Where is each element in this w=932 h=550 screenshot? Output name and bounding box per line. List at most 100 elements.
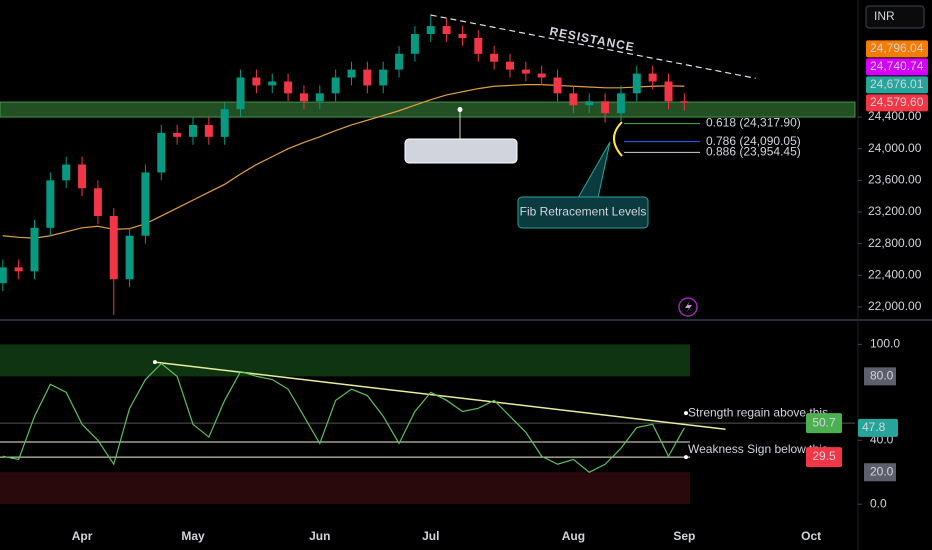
currency-box[interactable] (865, 5, 925, 29)
candle-body (109, 215, 118, 280)
rsi-band (0, 344, 690, 377)
y-tick-label: 22,800.00 (868, 236, 922, 250)
candle-body (204, 124, 213, 137)
y-tick-label: 24,400.00 (868, 109, 922, 123)
price-tag-label: 24,796.04 (870, 41, 924, 55)
candle-body (0, 267, 7, 284)
fib-label: 0.786 (24,090.05) (706, 134, 801, 148)
candle-body (442, 26, 451, 35)
rsi-band (0, 472, 690, 505)
candle-body (62, 164, 71, 181)
x-tick-label: Apr (72, 529, 93, 543)
candle-body (347, 69, 356, 78)
candle-body (284, 81, 293, 94)
alert-icon[interactable] (678, 297, 698, 317)
level-tag-label: 29.5 (812, 449, 836, 463)
candle-body (410, 34, 419, 54)
candle-body (236, 77, 245, 110)
candle-body (664, 81, 673, 102)
candle-body (458, 34, 467, 38)
y-tick-box (864, 463, 896, 482)
candle-body (521, 69, 530, 74)
current-tag-label: 47.8 (862, 420, 886, 434)
y-tick-label: 100.0 (870, 337, 900, 351)
level-annotation: Weakness Sign below this (688, 442, 828, 456)
candle-body (585, 101, 594, 106)
demand-zone (0, 101, 856, 118)
candle-body (490, 53, 499, 62)
x-tick-label: Aug (562, 529, 585, 543)
candle-body (363, 69, 372, 86)
candle-body (506, 61, 514, 70)
candle-body (30, 227, 39, 272)
x-tick-label: Oct (801, 529, 821, 543)
y-tick-label: 22,400.00 (868, 267, 922, 281)
candle-body (157, 132, 166, 173)
y-tick-label: 0.0 (870, 496, 887, 510)
candle-body (474, 37, 483, 54)
candle-body (173, 132, 182, 137)
fib-callout-text: Fib Retracement Levels (520, 205, 647, 219)
level-tag-label: 50.7 (812, 415, 836, 429)
candle-body (268, 81, 277, 86)
candle-body (331, 77, 340, 94)
candle-body (252, 77, 261, 86)
candle-body (426, 26, 435, 35)
price-tag-label: 24,676.01 (870, 77, 924, 91)
candle-body (14, 267, 23, 272)
current-tag (858, 418, 898, 437)
x-tick-label: Sep (673, 529, 695, 543)
x-tick-label: May (181, 529, 205, 543)
price-tag-label: 24,740.74 (870, 59, 924, 73)
rsi-trendline (154, 361, 726, 430)
resistance-line (430, 14, 756, 79)
candle-body (616, 93, 625, 114)
candle-body (315, 93, 324, 102)
price-tag (866, 40, 928, 58)
candle-body (395, 53, 404, 70)
candle-body (537, 73, 546, 78)
currency: INR (874, 9, 895, 23)
candle-body (93, 188, 102, 216)
candle-body (299, 93, 308, 102)
level-tag (806, 447, 842, 468)
candle-body (648, 73, 657, 82)
candle-body (125, 235, 134, 280)
price-tag (866, 94, 928, 112)
candle-body (78, 164, 87, 189)
candle-body (379, 69, 388, 86)
y-tick-label: 23,200.00 (868, 204, 922, 218)
fib-callout-box (517, 196, 649, 229)
fib-label: 0.618 (24,317.90) (706, 116, 801, 130)
y-tick-label: 22,000.00 (868, 299, 922, 313)
candle-body (220, 109, 229, 137)
candle-body (601, 101, 610, 114)
price-tag (866, 58, 928, 76)
y-tick-label: 24,000.00 (868, 141, 922, 155)
y-tick-label: 23,600.00 (868, 173, 922, 187)
callout-dot (457, 107, 463, 113)
fib-bracket (613, 121, 623, 157)
price-tag (866, 76, 928, 94)
candle-body (46, 180, 55, 228)
candle-body (632, 73, 641, 94)
y-tick-label: 80.0 (870, 369, 894, 383)
candle-body (189, 124, 197, 137)
callout-box (404, 138, 518, 164)
level-dot (684, 411, 688, 416)
callout-text: Near Demand Zone (408, 143, 514, 157)
x-tick-label: Jun (309, 529, 330, 543)
level-tag (806, 413, 842, 434)
price-tag-label: 24,579.60 (870, 95, 924, 109)
level-annotation: Strength regain above this (688, 405, 828, 419)
candle-body (680, 101, 689, 103)
y-tick-box (864, 367, 896, 386)
rsi-trendline-start (152, 360, 157, 365)
y-tick-label: 20.0 (870, 464, 894, 478)
candle-body (569, 93, 578, 106)
level-dot (684, 455, 688, 460)
x-tick-label: Jul (422, 529, 439, 543)
